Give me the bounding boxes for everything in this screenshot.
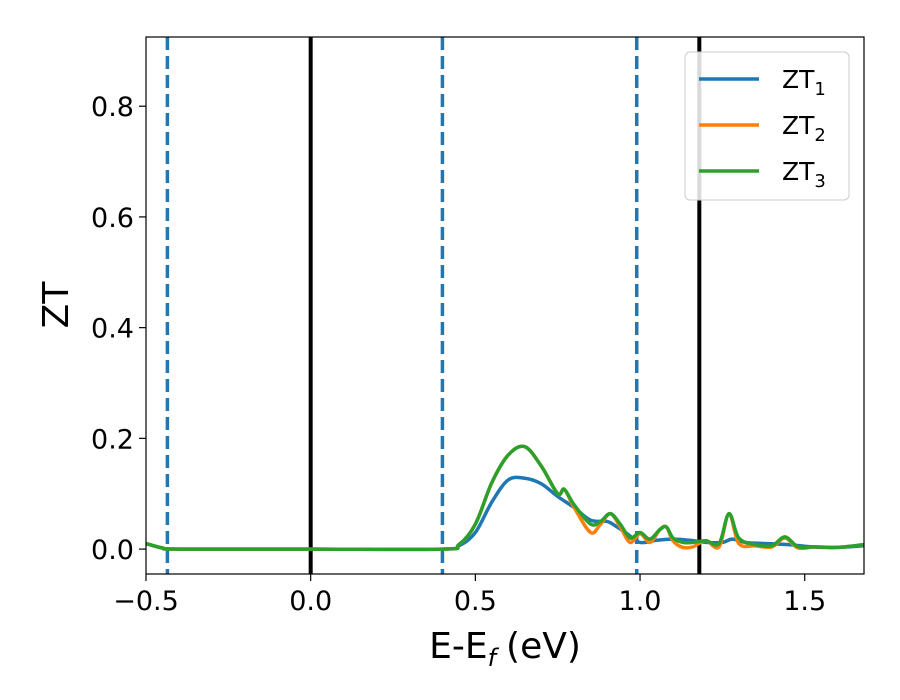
y-axis-ticks: 0.0 0.2 0.4 0.6 0.8 <box>91 92 146 566</box>
x-axis-label-unit: (eV) <box>506 626 581 667</box>
y-tick-label: 0.8 <box>91 92 134 123</box>
legend: ZT1 ZT2 ZT3 <box>684 51 850 201</box>
y-axis-label: ZT <box>36 281 77 329</box>
series-line-zt1 <box>146 475 864 552</box>
x-tick-label: 1.0 <box>619 586 662 617</box>
y-tick-label: 0.4 <box>91 314 134 345</box>
legend-label-zt1: ZT1 <box>782 65 826 100</box>
x-axis-label-main: E-E <box>429 626 487 667</box>
x-axis-label-subscript: f <box>488 644 500 672</box>
x-tick-label: −0.5 <box>113 586 179 617</box>
x-tick-label: 0.5 <box>454 586 497 617</box>
x-tick-label: 0.0 <box>289 586 332 617</box>
y-tick-label: 0.6 <box>91 203 134 234</box>
plot-frame <box>145 36 865 575</box>
y-tick-label: 0.0 <box>91 535 134 566</box>
legend-label-zt2: ZT2 <box>782 111 826 146</box>
legend-label-zt3: ZT3 <box>782 157 826 192</box>
series-lines <box>146 444 864 552</box>
x-tick-label: 1.5 <box>783 586 826 617</box>
x-axis-ticks: −0.5 0.0 0.5 1.0 1.5 <box>113 574 826 617</box>
reference-lines <box>165 37 702 574</box>
series-line-zt3 <box>146 444 864 552</box>
x-axis-label: E-Ef (eV) <box>429 626 581 672</box>
y-tick-label: 0.2 <box>91 424 134 455</box>
legend-box <box>684 51 850 201</box>
